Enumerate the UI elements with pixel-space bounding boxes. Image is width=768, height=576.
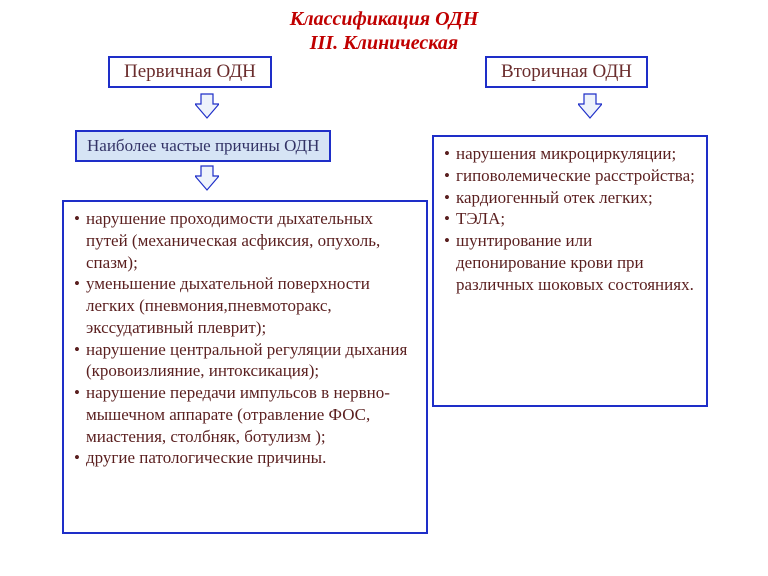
primary-causes-list-box: нарушение проходимости дыхательных путей…: [62, 200, 428, 534]
causes-label: Наиболее частые причины ОДН: [87, 136, 319, 155]
primary-causes-list: нарушение проходимости дыхательных путей…: [70, 208, 418, 469]
list-item: нарушение проходимости дыхательных путей…: [74, 208, 418, 273]
title-line-2: III. Клиническая: [0, 32, 768, 55]
secondary-causes-list: нарушения микроциркуляции;гиповолемическ…: [440, 143, 698, 295]
secondary-causes-list-box: нарушения микроциркуляции;гиповолемическ…: [432, 135, 708, 407]
causes-label-box: Наиболее частые причины ОДН: [75, 130, 331, 162]
title-line-1: Классификация ОДН: [0, 8, 768, 31]
arrow-down-icon: [195, 92, 219, 120]
list-item: гиповолемические расстройства;: [444, 165, 698, 187]
secondary-header-label: Вторичная ОДН: [501, 61, 632, 82]
list-item: другие патологические причины.: [74, 447, 418, 469]
primary-header-label: Первичная ОДН: [124, 61, 256, 82]
list-item: уменьшение дыхательной поверхности легки…: [74, 273, 418, 338]
list-item: нарушение передачи импульсов в нервно-мы…: [74, 382, 418, 447]
list-item: шунтирование или депонирование крови при…: [444, 230, 698, 295]
arrow-down-icon: [578, 92, 602, 120]
list-item: ТЭЛА;: [444, 208, 698, 230]
list-item: кардиогенный отек легких;: [444, 187, 698, 209]
list-item: нарушение центральной регуляции дыхания …: [74, 339, 418, 383]
arrow-down-icon: [195, 164, 219, 192]
secondary-header-box: Вторичная ОДН: [485, 56, 648, 88]
primary-header-box: Первичная ОДН: [108, 56, 272, 88]
list-item: нарушения микроциркуляции;: [444, 143, 698, 165]
